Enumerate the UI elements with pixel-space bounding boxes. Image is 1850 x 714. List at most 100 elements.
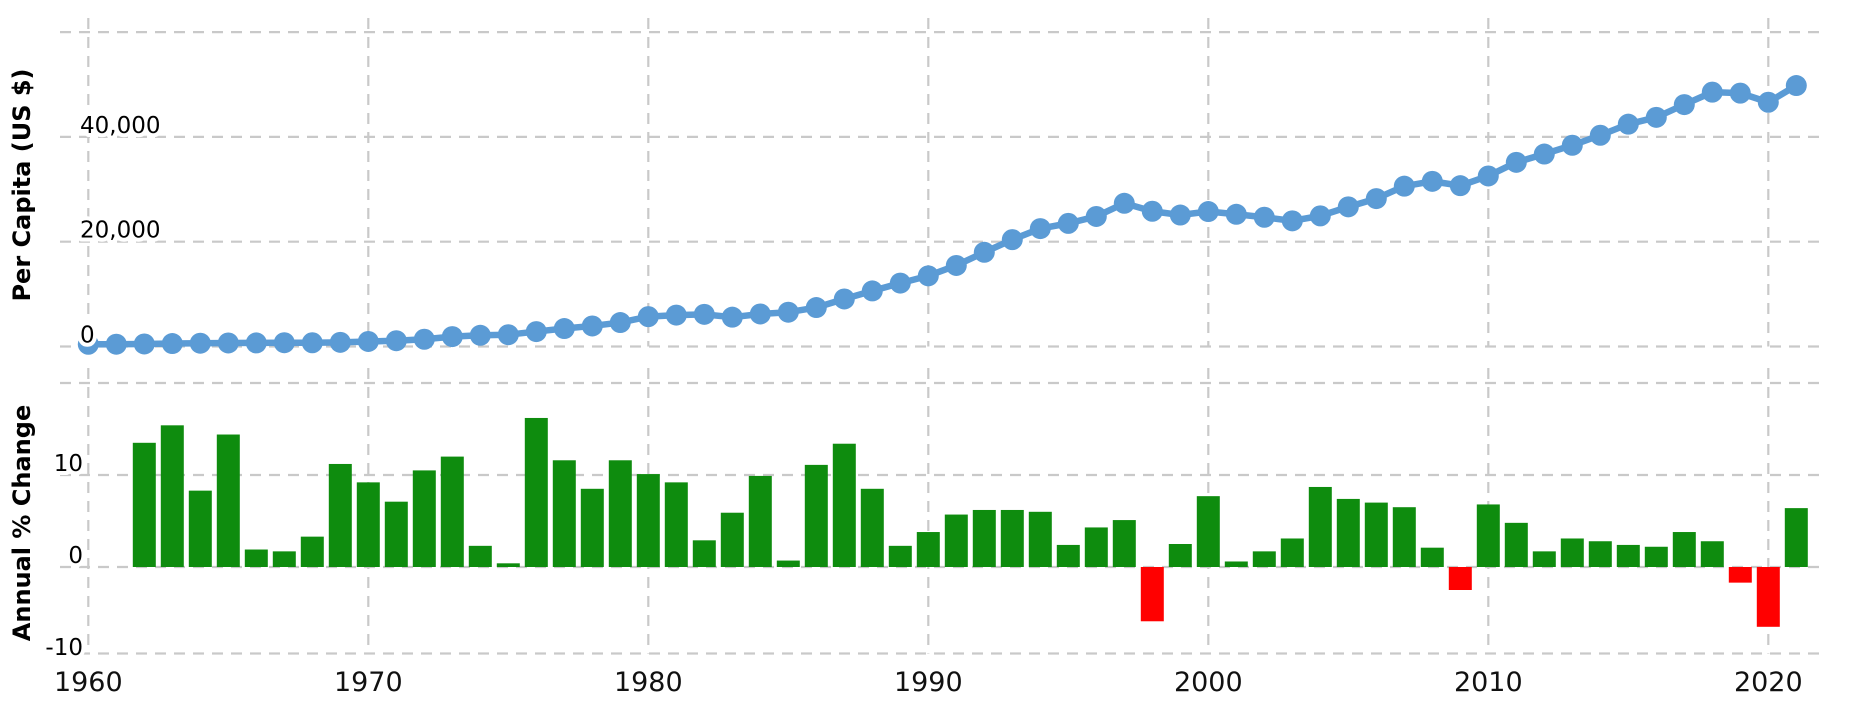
y-axis-title-annual-change: Annual % Change bbox=[8, 405, 36, 641]
xtick-year: 1980 bbox=[614, 667, 683, 698]
data-point-2004 bbox=[1309, 205, 1331, 227]
bar-1975 bbox=[496, 563, 520, 567]
bar-1967 bbox=[272, 551, 296, 567]
bar-1968 bbox=[300, 536, 324, 567]
data-point-2013 bbox=[1561, 134, 1583, 156]
bar-1963 bbox=[160, 425, 184, 567]
ytick-per-capita: 20,000 bbox=[80, 218, 160, 244]
bar-2003 bbox=[1280, 538, 1304, 567]
bar-2016 bbox=[1644, 546, 1668, 567]
bar-2014 bbox=[1588, 541, 1612, 567]
data-point-2003 bbox=[1281, 210, 1303, 232]
bar-2005 bbox=[1336, 498, 1360, 567]
bar-1976 bbox=[524, 417, 548, 567]
data-point-2009 bbox=[1449, 175, 1471, 197]
data-point-2014 bbox=[1589, 124, 1611, 146]
bar-1981 bbox=[664, 482, 688, 567]
data-point-2008 bbox=[1421, 170, 1443, 192]
data-point-1989 bbox=[889, 272, 911, 294]
data-point-2005 bbox=[1337, 196, 1359, 218]
data-point-2019 bbox=[1729, 82, 1751, 104]
data-point-1981 bbox=[665, 304, 687, 326]
xtick-year: 2010 bbox=[1454, 667, 1523, 698]
data-point-2020 bbox=[1757, 91, 1779, 113]
data-point-1960 bbox=[77, 333, 99, 355]
xtick-year: 2000 bbox=[1174, 667, 1243, 698]
bar-2019 bbox=[1728, 567, 1752, 583]
data-point-1971 bbox=[385, 330, 407, 352]
bar-1971 bbox=[384, 501, 408, 567]
bar-1997 bbox=[1112, 520, 1136, 567]
data-point-2006 bbox=[1365, 188, 1387, 210]
bar-1994 bbox=[1028, 511, 1052, 567]
data-point-1994 bbox=[1029, 218, 1051, 240]
data-point-2000 bbox=[1197, 201, 1219, 223]
data-point-1992 bbox=[973, 241, 995, 263]
bar-2021 bbox=[1784, 508, 1808, 567]
data-point-1990 bbox=[917, 265, 939, 287]
data-point-1983 bbox=[721, 306, 743, 328]
bar-1966 bbox=[244, 549, 268, 567]
data-point-1978 bbox=[581, 315, 603, 337]
xtick-year: 1970 bbox=[334, 667, 403, 698]
bar-1985 bbox=[776, 560, 800, 567]
data-point-1982 bbox=[693, 303, 715, 325]
y-axis-title-per-capita: Per Capita (US $) bbox=[8, 68, 36, 301]
bar-2007 bbox=[1392, 507, 1416, 567]
bar-1978 bbox=[580, 488, 604, 567]
bar-1964 bbox=[188, 490, 212, 567]
data-point-1988 bbox=[861, 280, 883, 302]
bar-2009 bbox=[1448, 567, 1472, 590]
bar-2013 bbox=[1560, 538, 1584, 567]
data-point-1972 bbox=[413, 328, 435, 350]
data-point-2007 bbox=[1393, 175, 1415, 197]
data-point-2011 bbox=[1505, 151, 1527, 173]
bar-2020 bbox=[1756, 567, 1780, 627]
ytick-per-capita: 40,000 bbox=[80, 113, 160, 139]
data-point-1998 bbox=[1141, 200, 1163, 222]
data-point-2002 bbox=[1253, 206, 1275, 228]
data-point-1995 bbox=[1057, 212, 1079, 234]
data-point-1966 bbox=[245, 332, 267, 354]
gridlines bbox=[60, 18, 1822, 655]
data-point-2017 bbox=[1673, 94, 1695, 116]
bar-2012 bbox=[1532, 551, 1556, 567]
bar-2006 bbox=[1364, 502, 1388, 567]
bar-1990 bbox=[916, 532, 940, 567]
data-point-2001 bbox=[1225, 203, 1247, 225]
data-point-2012 bbox=[1533, 143, 1555, 165]
data-point-1973 bbox=[441, 326, 463, 348]
bar-1987 bbox=[832, 443, 856, 567]
data-point-1974 bbox=[469, 324, 491, 346]
bar-2015 bbox=[1616, 544, 1640, 567]
xtick-year: 2020 bbox=[1734, 667, 1803, 698]
bar-1977 bbox=[552, 460, 576, 567]
ytick-annual-change: 0 bbox=[68, 543, 83, 569]
per-capita-line-series bbox=[77, 75, 1807, 355]
bar-1982 bbox=[692, 540, 716, 567]
bar-1991 bbox=[944, 514, 968, 567]
bar-1988 bbox=[860, 488, 884, 567]
tick-labels: 0 20,000 40,000 -10 0 10 1960 1970 1980 1990 2000 2… bbox=[41, 109, 1803, 698]
bar-1970 bbox=[356, 482, 380, 567]
bar-2017 bbox=[1672, 532, 1696, 567]
data-point-1997 bbox=[1113, 192, 1135, 214]
bar-1989 bbox=[888, 545, 912, 567]
bar-2000 bbox=[1196, 496, 1220, 567]
bar-2001 bbox=[1224, 561, 1248, 567]
bar-2002 bbox=[1252, 551, 1276, 567]
data-point-1968 bbox=[301, 332, 323, 354]
bar-1979 bbox=[608, 460, 632, 567]
data-point-1993 bbox=[1001, 229, 1023, 251]
data-point-1985 bbox=[777, 301, 799, 323]
bar-1962 bbox=[132, 442, 156, 567]
data-point-2010 bbox=[1477, 165, 1499, 187]
data-point-1965 bbox=[217, 332, 239, 354]
data-point-2021 bbox=[1785, 75, 1807, 97]
bar-1993 bbox=[1000, 509, 1024, 567]
data-point-1996 bbox=[1085, 205, 1107, 227]
bar-1983 bbox=[720, 512, 744, 567]
data-point-1961 bbox=[105, 333, 127, 355]
ytick-annual-change: -10 bbox=[45, 635, 83, 661]
